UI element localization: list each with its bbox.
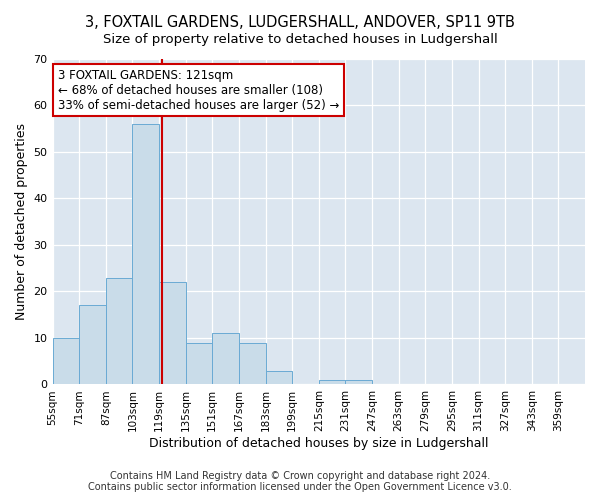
Y-axis label: Number of detached properties: Number of detached properties: [15, 123, 28, 320]
Text: Contains HM Land Registry data © Crown copyright and database right 2024.
Contai: Contains HM Land Registry data © Crown c…: [88, 471, 512, 492]
Bar: [133, 124, 159, 384]
Bar: [159, 282, 185, 384]
Text: 3, FOXTAIL GARDENS, LUDGERSHALL, ANDOVER, SP11 9TB: 3, FOXTAIL GARDENS, LUDGERSHALL, ANDOVER…: [85, 15, 515, 30]
Bar: [185, 342, 212, 384]
X-axis label: Distribution of detached houses by size in Ludgershall: Distribution of detached houses by size …: [149, 437, 488, 450]
Bar: [79, 306, 106, 384]
Bar: [53, 338, 79, 384]
Bar: [266, 370, 292, 384]
Text: Size of property relative to detached houses in Ludgershall: Size of property relative to detached ho…: [103, 32, 497, 46]
Bar: [106, 278, 133, 384]
Text: 3 FOXTAIL GARDENS: 121sqm
← 68% of detached houses are smaller (108)
33% of semi: 3 FOXTAIL GARDENS: 121sqm ← 68% of detac…: [58, 69, 339, 112]
Bar: [319, 380, 346, 384]
Bar: [212, 334, 239, 384]
Bar: [346, 380, 372, 384]
Bar: [239, 342, 266, 384]
